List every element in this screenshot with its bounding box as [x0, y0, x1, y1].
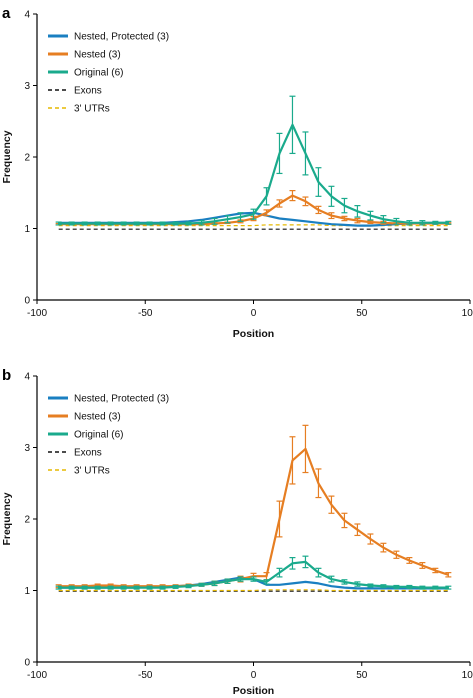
legend-label: Original (6) [74, 430, 123, 441]
y-tick-label: 0 [24, 296, 30, 307]
panel-letter: a [2, 5, 11, 22]
series-original-6 [55, 555, 452, 590]
panel-letter: b [2, 367, 11, 384]
x-axis-title: Position [233, 328, 274, 340]
series-original-6 [55, 95, 452, 226]
y-tick-label: 3 [24, 443, 30, 454]
series-3-utrs [58, 589, 449, 592]
x-tick-label: 100 [462, 308, 473, 319]
y-tick-label: 1 [24, 224, 30, 235]
x-tick-label: -50 [138, 308, 153, 319]
legend: Nested, Protected (3) Nested (3) Original … [48, 32, 169, 115]
x-tick-label: -50 [138, 670, 153, 681]
y-tick-label: 2 [24, 153, 30, 164]
x-tick-label: -100 [27, 308, 47, 319]
legend-label: Nested, Protected (3) [74, 394, 169, 405]
x-tick-label: 50 [356, 308, 368, 319]
x-tick-label: 50 [356, 670, 368, 681]
y-axis-title: Frequency [1, 130, 13, 183]
legend: Nested, Protected (3) Nested (3) Original … [48, 394, 169, 477]
series-line [58, 589, 449, 592]
x-axis-title: Position [233, 685, 274, 697]
legend-label: Nested (3) [74, 50, 121, 61]
y-tick-label: 1 [24, 586, 30, 597]
x-tick-label: 100 [462, 670, 473, 681]
series-nested-3 [55, 424, 452, 589]
legend-label: 3' UTRs [74, 104, 110, 115]
legend-label: Original (6) [74, 68, 123, 79]
x-tick-label: 0 [251, 670, 257, 681]
x-tick-label: 0 [251, 308, 257, 319]
y-tick-label: 4 [24, 372, 30, 383]
y-axis-title: Frequency [1, 492, 13, 545]
legend-label: Nested, Protected (3) [74, 32, 169, 43]
chart-panel-a: a 0 1 2 3 4 -100 -50 0 50 100 Position Frequency Nest… [1, 5, 473, 340]
series-line [58, 447, 449, 588]
legend-label: Exons [74, 448, 102, 459]
y-tick-label: 2 [24, 515, 30, 526]
y-tick-label: 0 [24, 658, 30, 669]
y-tick-label: 4 [24, 10, 30, 21]
chart-panel-b: b 0 1 2 3 4 -100 -50 0 50 100 Position Frequency Nest… [1, 367, 473, 697]
legend-label: 3' UTRs [74, 466, 110, 477]
legend-label: Nested (3) [74, 412, 121, 423]
legend-label: Exons [74, 86, 102, 97]
x-tick-label: -100 [27, 670, 47, 681]
y-tick-label: 3 [24, 81, 30, 92]
